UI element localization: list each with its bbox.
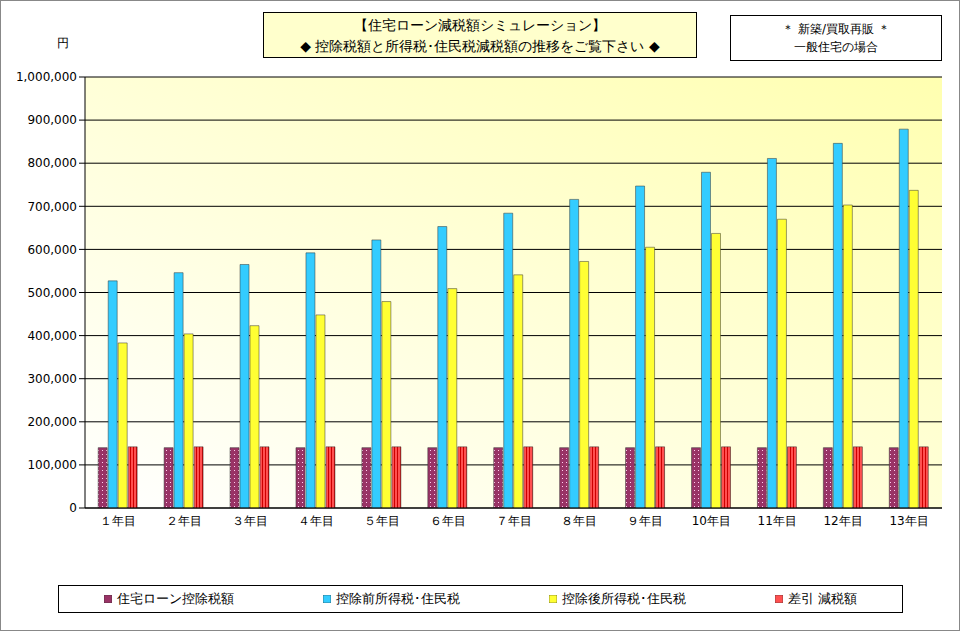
svg-text:500,000: 500,000 [27, 286, 77, 300]
svg-text:13年目: 13年目 [889, 514, 928, 528]
svg-text:700,000: 700,000 [27, 200, 77, 214]
html-text:一般住宅の場合: 一般住宅の場合 [794, 40, 878, 54]
svg-text:７年目: ７年目 [496, 514, 532, 528]
svg-text:300,000: 300,000 [27, 372, 77, 386]
svg-text:600,000: 600,000 [27, 243, 77, 257]
svg-text:400,000: 400,000 [27, 329, 77, 343]
html-text:【住宅ローン減税額シミュレーション】: 【住宅ローン減税額シミュレーション】 [354, 17, 606, 33]
svg-text:６年目: ６年目 [430, 514, 466, 528]
svg-text:５年目: ５年目 [364, 514, 400, 528]
svg-text:800,000: 800,000 [27, 156, 77, 170]
svg-text:900,000: 900,000 [27, 113, 77, 127]
html-text:＊ 新築/買取再販 ＊: ＊ 新築/買取再販 ＊ [782, 22, 890, 36]
svg-text:100,000: 100,000 [27, 458, 77, 472]
svg-text:９年目: ９年目 [627, 514, 663, 528]
svg-text:12年目: 12年目 [823, 514, 862, 528]
svg-text:２年目: ２年目 [166, 514, 202, 528]
svg-text:200,000: 200,000 [27, 415, 77, 429]
html-text:住宅ローン控除税額: 住宅ローン控除税額 [116, 591, 234, 606]
html-text:◆ 控除税額と所得税･住民税減税額の推移をご覧下さい ◆: ◆ 控除税額と所得税･住民税減税額の推移をご覧下さい ◆ [300, 38, 660, 54]
svg-text:0: 0 [69, 501, 77, 515]
html-text:差引 減税額: 差引 減税額 [788, 591, 858, 606]
html-text:控除後所得税･住民税: 控除後所得税･住民税 [562, 591, 686, 606]
html-text:円: 円 [57, 36, 69, 50]
svg-text:1,000,000: 1,000,000 [16, 70, 77, 84]
svg-text:10年目: 10年目 [692, 514, 731, 528]
svg-text:１年目: １年目 [100, 514, 136, 528]
svg-text:４年目: ４年目 [298, 514, 334, 528]
html-text:控除前所得税･住民税: 控除前所得税･住民税 [335, 591, 460, 606]
svg-text:３年目: ３年目 [232, 514, 268, 528]
svg-text:８年目: ８年目 [561, 514, 597, 528]
svg-text:11年目: 11年目 [758, 514, 797, 528]
